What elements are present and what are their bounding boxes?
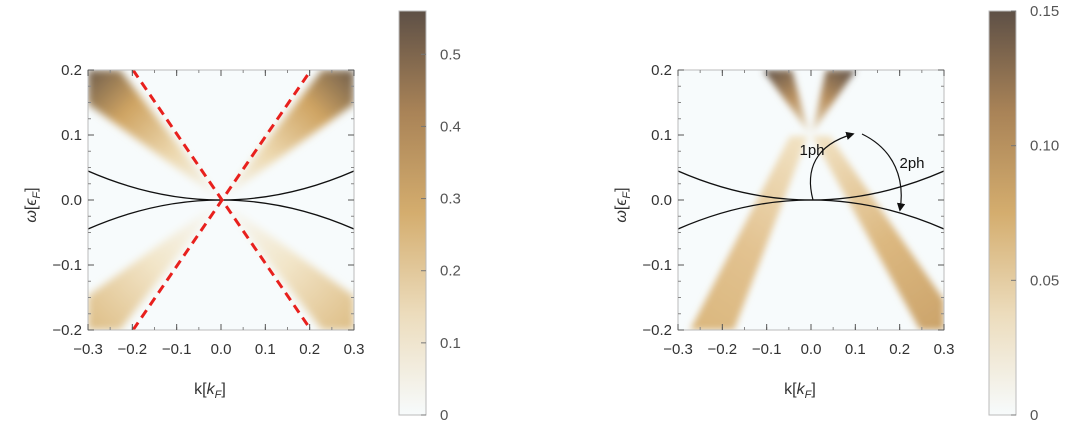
y-tick-label: −0.2 bbox=[52, 322, 82, 339]
colorbar-tick-label: 0.5 bbox=[440, 46, 461, 63]
arrow-2ph bbox=[861, 133, 906, 212]
colorbar-right bbox=[988, 10, 1017, 416]
x-axis-label: k[kF] bbox=[784, 381, 816, 401]
colorbar-right-ticks: 0 0.05 0.10 0.15 bbox=[1011, 3, 1059, 424]
colorbar-tick-label: 0.05 bbox=[1030, 272, 1059, 289]
axes-left: −0.3 −0.2 −0.1 0.0 0.1 0.2 0.3 −0.2 −0.1 0.0 0.1 0.… bbox=[52, 62, 364, 358]
y-tick-label: 0.2 bbox=[61, 62, 82, 79]
y-axis-label: ω[ϵF] bbox=[613, 187, 633, 222]
x-tick-label: −0.3 bbox=[663, 341, 693, 358]
y-tick-label: 0.1 bbox=[61, 127, 82, 144]
panel-left: −0.3 −0.2 −0.1 0.0 0.1 0.2 0.3 −0.2 −0.1 0.0 0.1 0.… bbox=[23, 10, 461, 424]
x-tick-label: −0.2 bbox=[118, 341, 148, 358]
x-tick-label: −0.3 bbox=[73, 341, 103, 358]
annotation-1ph: 1ph bbox=[799, 142, 824, 159]
band-upper-right bbox=[221, 70, 354, 200]
colorbar-tick-label: 0.3 bbox=[440, 191, 461, 208]
x-tick-label: −0.1 bbox=[752, 341, 782, 358]
y-tick-label: 0.1 bbox=[651, 127, 672, 144]
y-tick-label: 0.2 bbox=[651, 62, 672, 79]
colorbar-tick-label: 0 bbox=[440, 407, 448, 424]
x-tick-label: 0.2 bbox=[889, 341, 910, 358]
y-axis-label: ω[ϵF] bbox=[23, 187, 43, 222]
band-lower-left bbox=[690, 136, 808, 330]
x-tick-label: 0.3 bbox=[934, 341, 955, 358]
band-lower-right bbox=[812, 136, 944, 330]
band-upper-left bbox=[763, 70, 809, 133]
annotation-2ph: 2ph bbox=[899, 155, 924, 172]
band-lower-right bbox=[221, 200, 354, 330]
arrow-1ph bbox=[809, 131, 855, 201]
parabola-lower bbox=[678, 199, 944, 230]
x-tick-label: 0.3 bbox=[344, 341, 365, 358]
x-tick-label: 0.0 bbox=[211, 341, 232, 358]
colorbar-tick-label: 0.15 bbox=[1030, 3, 1059, 20]
x-tick-label: −0.1 bbox=[162, 341, 192, 358]
colorbar-left bbox=[398, 10, 427, 416]
y-tick-label: 0.0 bbox=[61, 192, 82, 209]
panel-right: 1ph 2ph −0.3 −0.2 −0.1 0.0 0.1 0.2 0.3 −0.2 −0.1… bbox=[613, 3, 1059, 424]
x-tick-label: −0.2 bbox=[708, 341, 738, 358]
band-lower-left bbox=[88, 200, 221, 330]
colorbar-tick-label: 0 bbox=[1030, 407, 1038, 424]
x-tick-label: 0.1 bbox=[255, 341, 276, 358]
y-tick-label: −0.1 bbox=[642, 257, 672, 274]
y-tick-label: −0.1 bbox=[52, 257, 82, 274]
colorbar-tick-label: 0.10 bbox=[1030, 138, 1059, 155]
x-tick-label: 0.0 bbox=[801, 341, 822, 358]
x-tick-label: 0.1 bbox=[845, 341, 866, 358]
y-tick-label: −0.2 bbox=[642, 322, 672, 339]
x-tick-label: 0.2 bbox=[299, 341, 320, 358]
red-dashed-line-2 bbox=[131, 70, 313, 330]
x-axis-label: k[kF] bbox=[194, 381, 226, 401]
colorbar-left-ticks: 0 0.1 0.2 0.3 0.4 0.5 bbox=[421, 46, 461, 424]
colorbar-tick-label: 0.4 bbox=[440, 118, 461, 135]
colorbar-tick-label: 0.2 bbox=[440, 263, 461, 280]
axes-right: −0.3 −0.2 −0.1 0.0 0.1 0.2 0.3 −0.2 −0.1 0.0 0.1 0.… bbox=[642, 62, 954, 358]
band-upper-right bbox=[812, 70, 856, 133]
colorbar-tick-label: 0.1 bbox=[440, 335, 461, 352]
y-tick-label: 0.0 bbox=[651, 192, 672, 209]
band-upper-left bbox=[88, 70, 221, 200]
